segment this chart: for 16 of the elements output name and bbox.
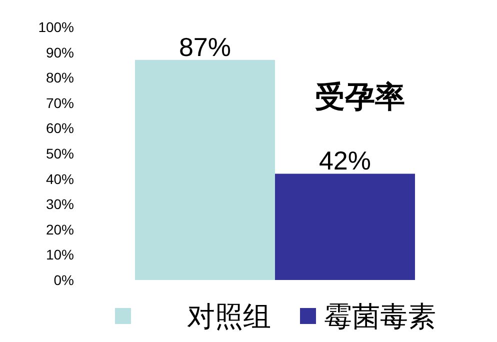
data-label: 87% [178, 32, 232, 62]
annotation: 受孕率 [315, 80, 405, 114]
y-tick-label: 20% [46, 221, 74, 238]
y-tick-label: 60% [46, 120, 74, 136]
y-tick-label: 40% [46, 170, 74, 187]
y-tick-label: 50% [46, 146, 74, 162]
y-tick-label: 90% [46, 44, 74, 60]
y-tick-label: 10% [46, 246, 74, 263]
y-tick-label: 30% [46, 196, 74, 212]
legend-label: 霉菌毒素 [324, 301, 436, 332]
y-tick-label: 80% [46, 70, 74, 86]
y-tick-label: 100% [38, 19, 74, 35]
data-label: 42% [318, 146, 372, 176]
legend-label: 对照组 [187, 301, 271, 332]
y-tick-label: 0% [54, 272, 74, 288]
y-tick-label: 70% [46, 94, 74, 111]
